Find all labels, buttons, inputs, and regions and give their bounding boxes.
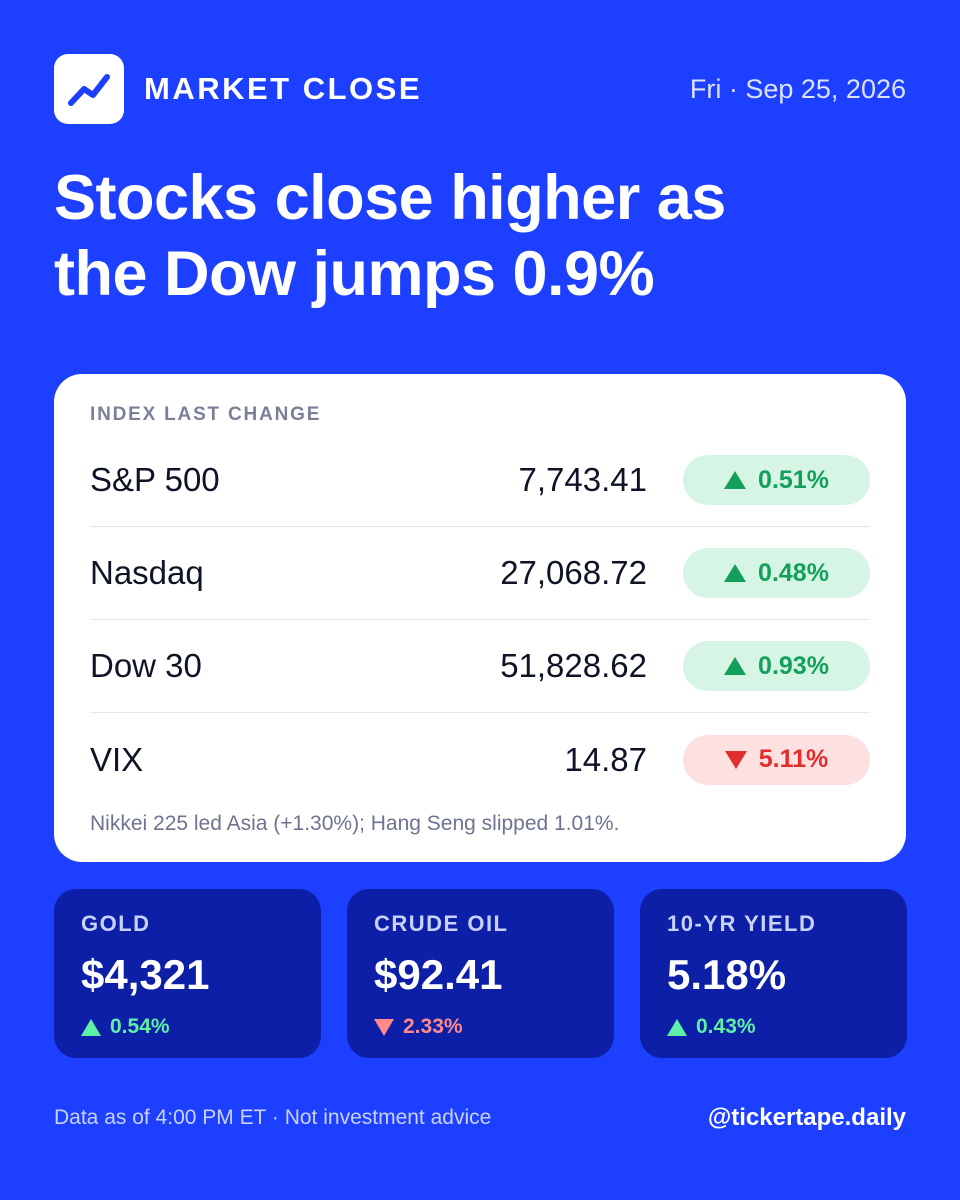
header: MARKET CLOSE Fri · Sep 25, 2026 <box>54 54 906 124</box>
social-handle: @tickertape.daily <box>707 1104 906 1131</box>
table-row: Dow 30 51,828.62 0.93% <box>90 620 870 713</box>
gold-tile: GOLD $4,321 0.54% <box>54 889 321 1058</box>
tile-label: CRUDE OIL <box>374 911 509 936</box>
index-name: Nasdaq <box>90 554 204 591</box>
arrow-down-icon <box>724 750 747 769</box>
change-value: 0.48% <box>758 558 829 587</box>
tile-label: 10-YR YIELD <box>667 911 817 936</box>
index-name: S&P 500 <box>90 461 220 498</box>
index-table-header: INDEX LAST CHANGE <box>90 404 322 425</box>
tile-change-value: 2.33% <box>403 1015 463 1038</box>
tile-label: GOLD <box>81 911 151 936</box>
tile-change: 0.54% <box>81 1015 294 1039</box>
index-last: 7,743.41 <box>518 461 647 498</box>
date-label: Fri · Sep 25, 2026 <box>689 73 906 104</box>
index-card: INDEX LAST CHANGE S&P 500 7,743.41 0.51%… <box>54 374 906 862</box>
tile-change-value: 0.54% <box>110 1015 170 1038</box>
tile-change: 0.43% <box>667 1015 880 1039</box>
tile-value: 5.18% <box>667 951 787 998</box>
index-last: 14.87 <box>564 740 647 778</box>
change-badge: 0.93% <box>683 641 870 691</box>
asia-note: Nikkei 225 led Asia (+1.30%); Hang Seng … <box>90 812 620 835</box>
tile-value: $92.41 <box>374 951 503 998</box>
arrow-up-icon <box>81 1018 101 1036</box>
change-value: 5.11% <box>758 745 829 773</box>
tile-change-value: 0.43% <box>696 1015 756 1038</box>
ten-yr-yield-tile: 10-YR YIELD 5.18% 0.43% <box>640 889 907 1058</box>
change-value: 0.93% <box>758 651 829 680</box>
arrow-up-icon <box>724 564 747 582</box>
headline-line-2: the Dow jumps 0.9% <box>54 239 655 309</box>
footer: Data as of 4:00 PM ET · Not investment a… <box>54 1104 906 1132</box>
headline: Stocks close higher as the Dow jumps 0.9… <box>54 160 914 312</box>
arrow-up-icon <box>667 1018 687 1036</box>
arrow-down-icon <box>374 1018 394 1036</box>
brand: MARKET CLOSE <box>54 54 422 124</box>
tile-change: 2.33% <box>374 1015 587 1039</box>
trending-up-icon <box>68 74 110 106</box>
change-badge: 5.11% <box>683 734 870 785</box>
change-value: 0.51% <box>758 465 829 494</box>
disclaimer: Data as of 4:00 PM ET · Not investment a… <box>54 1106 492 1129</box>
headline-line-1: Stocks close higher as <box>54 163 726 233</box>
table-row: VIX 14.87 5.11% <box>90 713 870 806</box>
index-last: 51,828.62 <box>500 647 647 684</box>
table-row: S&P 500 7,743.41 0.51% <box>90 434 870 527</box>
arrow-up-icon <box>724 657 747 675</box>
arrow-up-icon <box>724 471 747 489</box>
table-row: Nasdaq 27,068.72 0.48% <box>90 527 870 620</box>
index-name: Dow 30 <box>90 647 202 684</box>
change-badge: 0.51% <box>683 455 870 505</box>
change-badge: 0.48% <box>683 548 870 598</box>
index-name: VIX <box>90 740 144 778</box>
tile-value: $4,321 <box>81 951 210 998</box>
brand-label: MARKET CLOSE <box>144 71 422 106</box>
index-last: 27,068.72 <box>500 554 647 591</box>
logo <box>54 54 124 124</box>
crude-oil-tile: CRUDE OIL $92.41 2.33% <box>347 889 614 1058</box>
